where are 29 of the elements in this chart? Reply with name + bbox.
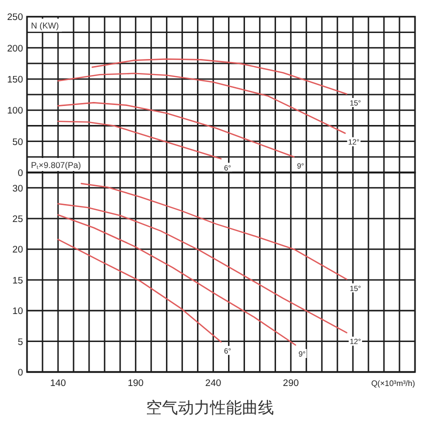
x-tick-label: 240 [205,378,222,389]
y-tick-label: 20 [12,244,23,256]
y-axis-title: Pₜ×9.807(Pa) [31,160,82,170]
text: 空气动力性能曲线 [146,399,274,417]
line-series [57,102,295,158]
line-series [57,120,222,160]
y-tick-label: 30 [12,183,23,194]
y-tick-label: 25 [12,214,23,226]
y-tick-label: 250 [7,12,23,24]
x-tick-label: 190 [128,378,144,389]
line-series [80,182,348,280]
line-series [57,238,222,343]
y-tick-label: 150 [7,74,23,86]
y-tick-label: 10 [12,306,23,318]
y-tick-label: 5 [18,336,23,348]
y-tick-label: 0 [18,368,23,378]
y-tick-label: 50 [12,136,23,148]
x-axis-title: Q(×10³m³/h) [371,379,416,388]
line-series [57,203,348,334]
y-tick-label: 15 [12,275,23,286]
line-series [57,214,296,346]
x-tick-label: 290 [282,378,299,389]
y-tick-label: 200 [7,43,23,54]
y-tick-label: 100 [7,106,23,117]
x-tick-label: 140 [50,378,66,389]
line-series [92,58,348,95]
y-axis-title: N (KW) [31,20,60,31]
y-tick-label: 0 [18,168,23,179]
line-series [57,72,346,134]
